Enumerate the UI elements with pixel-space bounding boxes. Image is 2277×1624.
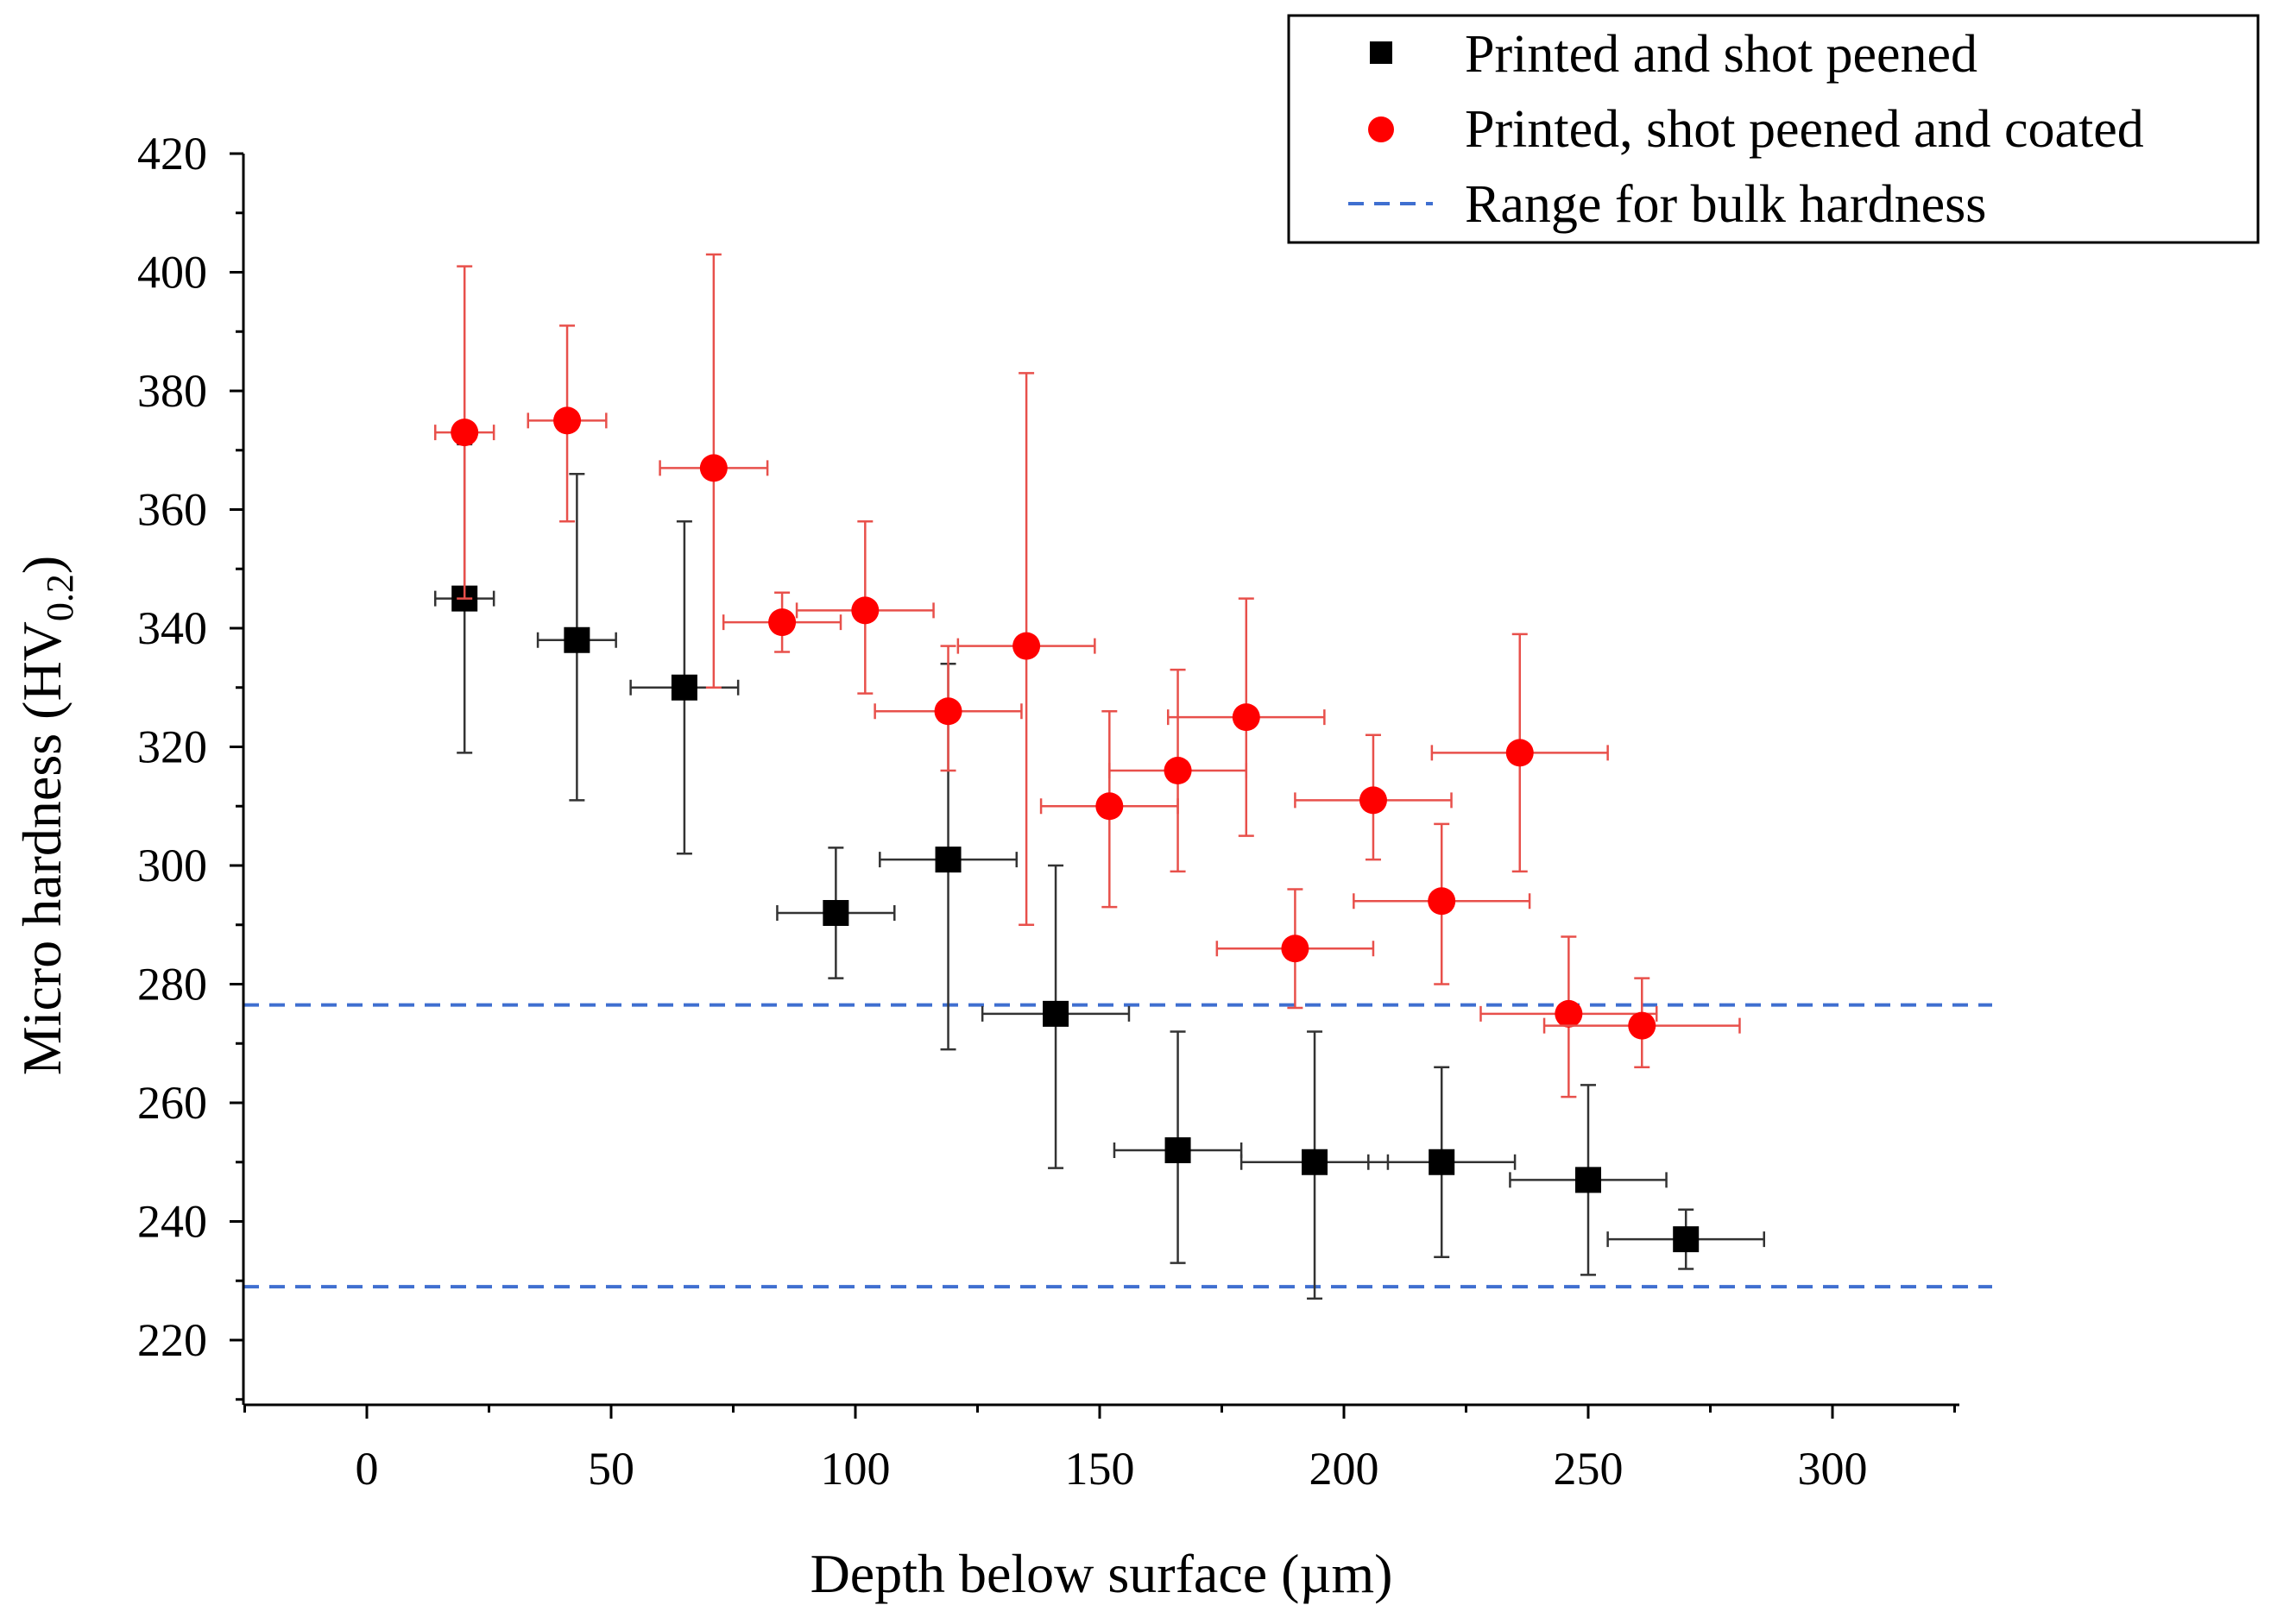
- data-point-circle: [553, 406, 582, 435]
- legend-label-bulk-range: Range for bulk hardness: [1465, 175, 1986, 234]
- legend-label-printed-coated: Printed, shot peened and coated: [1465, 100, 2144, 159]
- legend-marker-square: [1370, 41, 1392, 64]
- y-ticks: 220 240 260 280 300 320 340 360 380 400 420: [137, 128, 243, 1401]
- x-tick-label: 100: [821, 1443, 891, 1495]
- x-tick-label: 300: [1798, 1443, 1868, 1495]
- x-ticks: 0 50 100 150 200 250 300: [243, 1405, 1956, 1495]
- y-tick-label: 320: [137, 721, 207, 773]
- data-point-circle: [1281, 935, 1309, 963]
- axes: [242, 154, 1959, 1407]
- data-point-circle: [851, 596, 880, 625]
- data-point-circle: [1012, 632, 1041, 660]
- data-point-square: [1043, 1000, 1069, 1027]
- legend: Printed and shot peened Printed, shot pe…: [1287, 14, 2260, 244]
- data-point-circle: [451, 419, 479, 447]
- y-tick-label: 220: [137, 1314, 207, 1366]
- data-point-circle: [768, 608, 797, 637]
- y-tick-label: 380: [137, 365, 207, 417]
- data-point-square: [1429, 1149, 1455, 1175]
- x-tick-label: 200: [1309, 1443, 1379, 1495]
- x-tick-label: 50: [588, 1443, 634, 1495]
- data-point-square: [1673, 1226, 1700, 1253]
- data-point-square: [1302, 1149, 1328, 1175]
- data-point-circle: [1428, 887, 1456, 916]
- data-point-circle: [1359, 786, 1387, 815]
- data-point-circle: [1555, 999, 1583, 1028]
- data-point-square: [823, 900, 849, 926]
- data-point-circle: [1505, 739, 1534, 767]
- x-tick-label: 150: [1065, 1443, 1135, 1495]
- y-tick-label: 420: [137, 128, 207, 179]
- y-axis-title-sub: 0.2: [39, 574, 81, 621]
- reference-lines: [243, 1003, 1992, 1289]
- legend-label-printed-shot-peened: Printed and shot peened: [1465, 25, 1977, 84]
- data-point-square: [671, 674, 697, 701]
- data-point-circle: [1164, 757, 1192, 784]
- x-tick-label: 0: [356, 1443, 379, 1495]
- data-point-square: [564, 626, 590, 653]
- data-point-square: [1575, 1167, 1601, 1193]
- y-axis-title: Micro hardness (HV0.2): [11, 556, 81, 1075]
- x-axis-title: Depth below surface (µm): [811, 1543, 1393, 1604]
- legend-box: [1287, 14, 2260, 244]
- y-tick-label: 240: [137, 1196, 207, 1248]
- y-tick-label: 360: [137, 484, 207, 536]
- y-tick-label: 260: [137, 1077, 207, 1129]
- data-point-circle: [699, 454, 728, 482]
- y-axis-title-end: ): [11, 556, 73, 574]
- y-tick-label: 340: [137, 602, 207, 654]
- series-printed-coated: [433, 253, 1741, 1098]
- y-tick-label: 280: [137, 959, 207, 1010]
- y-tick-label: 400: [137, 247, 207, 299]
- series-layer: [433, 253, 1766, 1300]
- data-point-circle: [934, 697, 962, 726]
- y-tick-label: 300: [137, 840, 207, 891]
- data-point-square: [935, 847, 962, 873]
- series-printed-shot-peened: [433, 443, 1766, 1300]
- data-point-circle: [1628, 1011, 1656, 1040]
- data-point-square: [1164, 1137, 1191, 1163]
- x-tick-label: 250: [1554, 1443, 1624, 1495]
- legend-marker-circle: [1368, 116, 1394, 142]
- data-point-circle: [1095, 792, 1124, 821]
- data-point-circle: [1232, 703, 1260, 732]
- y-axis-title-main: Micro hardness (HV: [11, 621, 73, 1075]
